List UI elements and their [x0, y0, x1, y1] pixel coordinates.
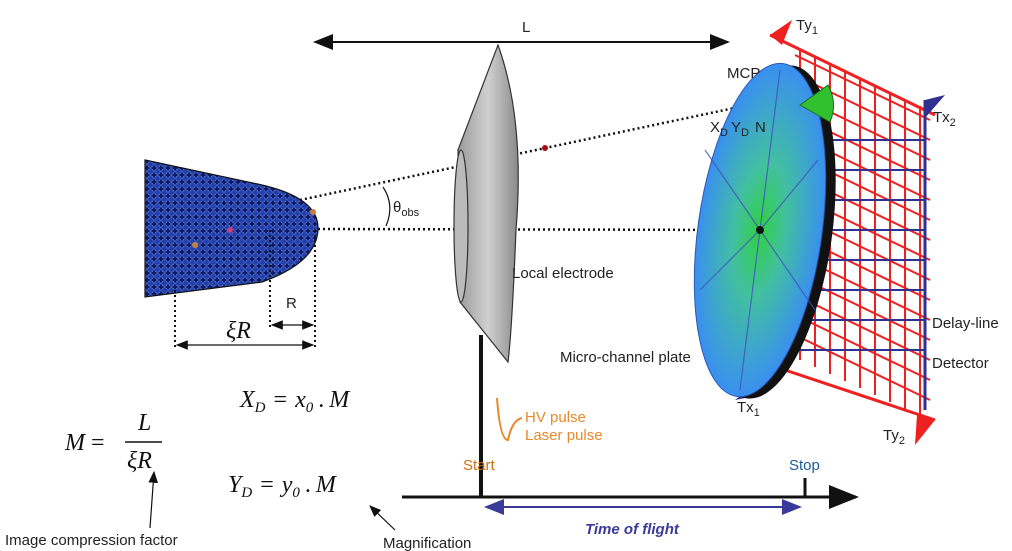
stop-label: Stop [789, 457, 820, 474]
angle-sub: obs [401, 207, 419, 219]
eq-part: = [91, 430, 105, 456]
magnification-pointer [370, 506, 395, 530]
eq-part: M [64, 430, 87, 456]
coord-x-sub: D [720, 127, 728, 139]
radius-label: R [286, 295, 297, 312]
delay-line-label: Delay-line [932, 315, 999, 332]
eq-part: X [239, 387, 256, 413]
diagram: L θobs R ξR Local electrode MCP XDYDN Mi… [0, 0, 1012, 551]
tx2-sub: 2 [950, 117, 956, 129]
flag-ty2 [915, 415, 935, 445]
electrode-label: Local electrode [512, 265, 614, 282]
eq-part: . [318, 387, 324, 413]
flag-ty1 [770, 20, 792, 45]
eq-m-den: ξR [127, 448, 152, 474]
ty2-label: Ty2 [883, 427, 905, 447]
ty1-label: Ty1 [796, 17, 818, 37]
eq-m-num: L [137, 410, 151, 436]
atom [227, 227, 233, 233]
tx2-text: Tx [933, 109, 950, 126]
ty2-sub: 2 [899, 435, 905, 447]
electrode-aperture [454, 150, 468, 302]
coord-y: Y [731, 119, 741, 136]
length-label: L [522, 19, 530, 36]
angle-arc [383, 187, 390, 226]
eq-xd: XD =x0.M [239, 387, 351, 416]
magnification-label: Magnification [383, 535, 471, 551]
start-label: Start [463, 457, 496, 474]
angle-label: θobs [393, 199, 420, 219]
eq-part: 0 [306, 400, 314, 416]
tx2-label: Tx2 [933, 109, 956, 129]
eq-part: . [305, 472, 311, 498]
atom [310, 209, 316, 215]
ty2-text: Ty [883, 427, 899, 444]
eq-part: 0 [292, 485, 300, 501]
pulse-shape [497, 398, 522, 440]
coord-n: N [755, 119, 766, 136]
eq-part: M [328, 387, 351, 413]
eq-part: D [254, 400, 266, 416]
eq-part: = [274, 387, 288, 413]
eq-yd: YD=y0.M [228, 472, 338, 501]
eq-m-lhs: M= [64, 430, 105, 456]
eq-part: x [294, 387, 306, 413]
tof-label: Time of flight [585, 521, 680, 538]
mcp-label: MCP [727, 65, 760, 82]
ty1-text: Ty [796, 17, 812, 34]
detector-label: Detector [932, 355, 989, 372]
ty1-sub: 1 [812, 25, 818, 37]
eq-part: M [315, 472, 338, 498]
shank-label: ξR [226, 318, 251, 344]
eq-part: D [240, 485, 252, 501]
eq-part: y [280, 472, 293, 498]
mcp-center [756, 226, 764, 234]
atom [192, 242, 198, 248]
ion [542, 145, 548, 151]
compression-label: Image compression factor [5, 532, 178, 549]
tx1-sub: 1 [754, 407, 760, 419]
trajectory [300, 100, 772, 200]
mcp-name: Micro-channel plate [560, 349, 691, 366]
compression-pointer [150, 472, 154, 528]
tx1-label: Tx1 [737, 399, 760, 419]
axis-line [318, 229, 760, 230]
laser-pulse: Laser pulse [525, 427, 603, 444]
hv-pulse: HV pulse [525, 409, 586, 426]
eq-part: = [260, 472, 274, 498]
coord-y-sub: D [741, 127, 749, 139]
angle-symbol: θ [393, 199, 401, 216]
tx1-text: Tx [737, 399, 754, 416]
coord-x: X [710, 119, 720, 136]
